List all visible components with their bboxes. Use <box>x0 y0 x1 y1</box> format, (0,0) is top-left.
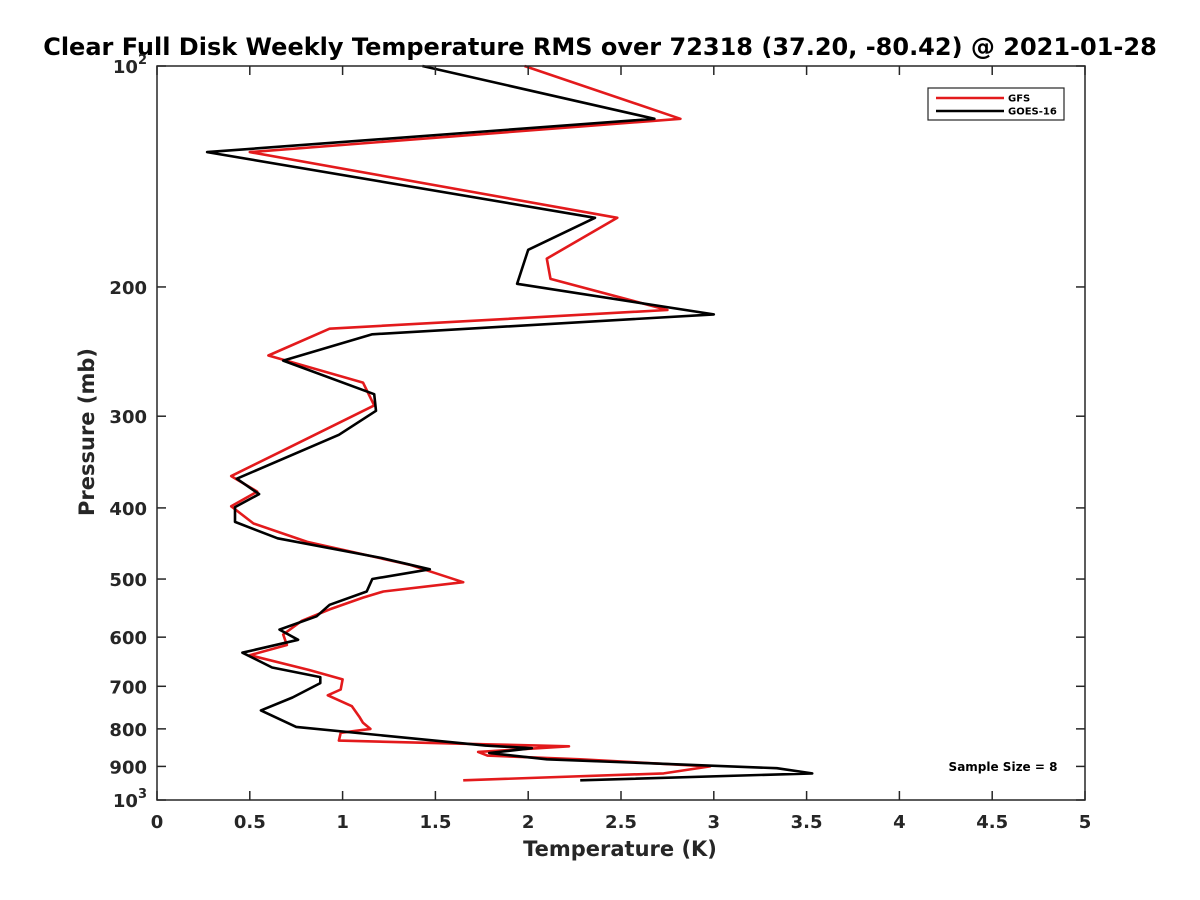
y-tick-label: 200 <box>109 278 147 299</box>
y-tick-label: 400 <box>109 499 147 520</box>
x-tick-label: 1.5 <box>419 812 451 833</box>
legend: GFS GOES-16 <box>927 87 1065 121</box>
y-tick-label: 102 <box>113 53 147 78</box>
y-tick-label: 700 <box>109 677 147 698</box>
y-axis-label: Pressure (mb) <box>75 348 99 516</box>
y-tick-label: 103 <box>113 787 147 812</box>
plot-lines <box>205 64 814 782</box>
x-tick-label: 1 <box>336 812 349 833</box>
x-axis: 0 0.5 1 1.5 2 2.5 3 3.5 4 4.5 5 <box>151 66 1092 833</box>
y-tick-label: 300 <box>109 407 147 428</box>
x-tick-label: 3.5 <box>791 812 823 833</box>
axes-frame <box>156 65 1086 801</box>
chart-title: Clear Full Disk Weekly Temperature RMS o… <box>43 33 1157 61</box>
series-line-goes-16 <box>205 64 814 782</box>
legend-entry: GFS <box>1008 94 1030 105</box>
x-tick-label: 4 <box>893 812 906 833</box>
x-tick-label: 2.5 <box>605 812 637 833</box>
y-axis: 102 200 300 400 500 600 700 800 900 103 <box>109 53 1085 812</box>
x-tick-label: 3 <box>708 812 721 833</box>
sample-size-annotation: Sample Size = 8 <box>949 760 1058 774</box>
legend-box <box>927 87 1065 121</box>
x-tick-label: 0 <box>151 812 164 833</box>
x-axis-label: Temperature (K) <box>523 837 717 861</box>
x-tick-label: 5 <box>1079 812 1092 833</box>
x-tick-label: 0.5 <box>234 812 266 833</box>
x-tick-label: 2 <box>522 812 535 833</box>
y-tick-label: 900 <box>109 757 147 778</box>
y-tick-label: 600 <box>109 628 147 649</box>
y-tick-label: 500 <box>109 570 147 591</box>
legend-entry: GOES-16 <box>1008 107 1057 118</box>
y-tick-label: 800 <box>109 720 147 741</box>
x-tick-label: 4.5 <box>976 812 1008 833</box>
